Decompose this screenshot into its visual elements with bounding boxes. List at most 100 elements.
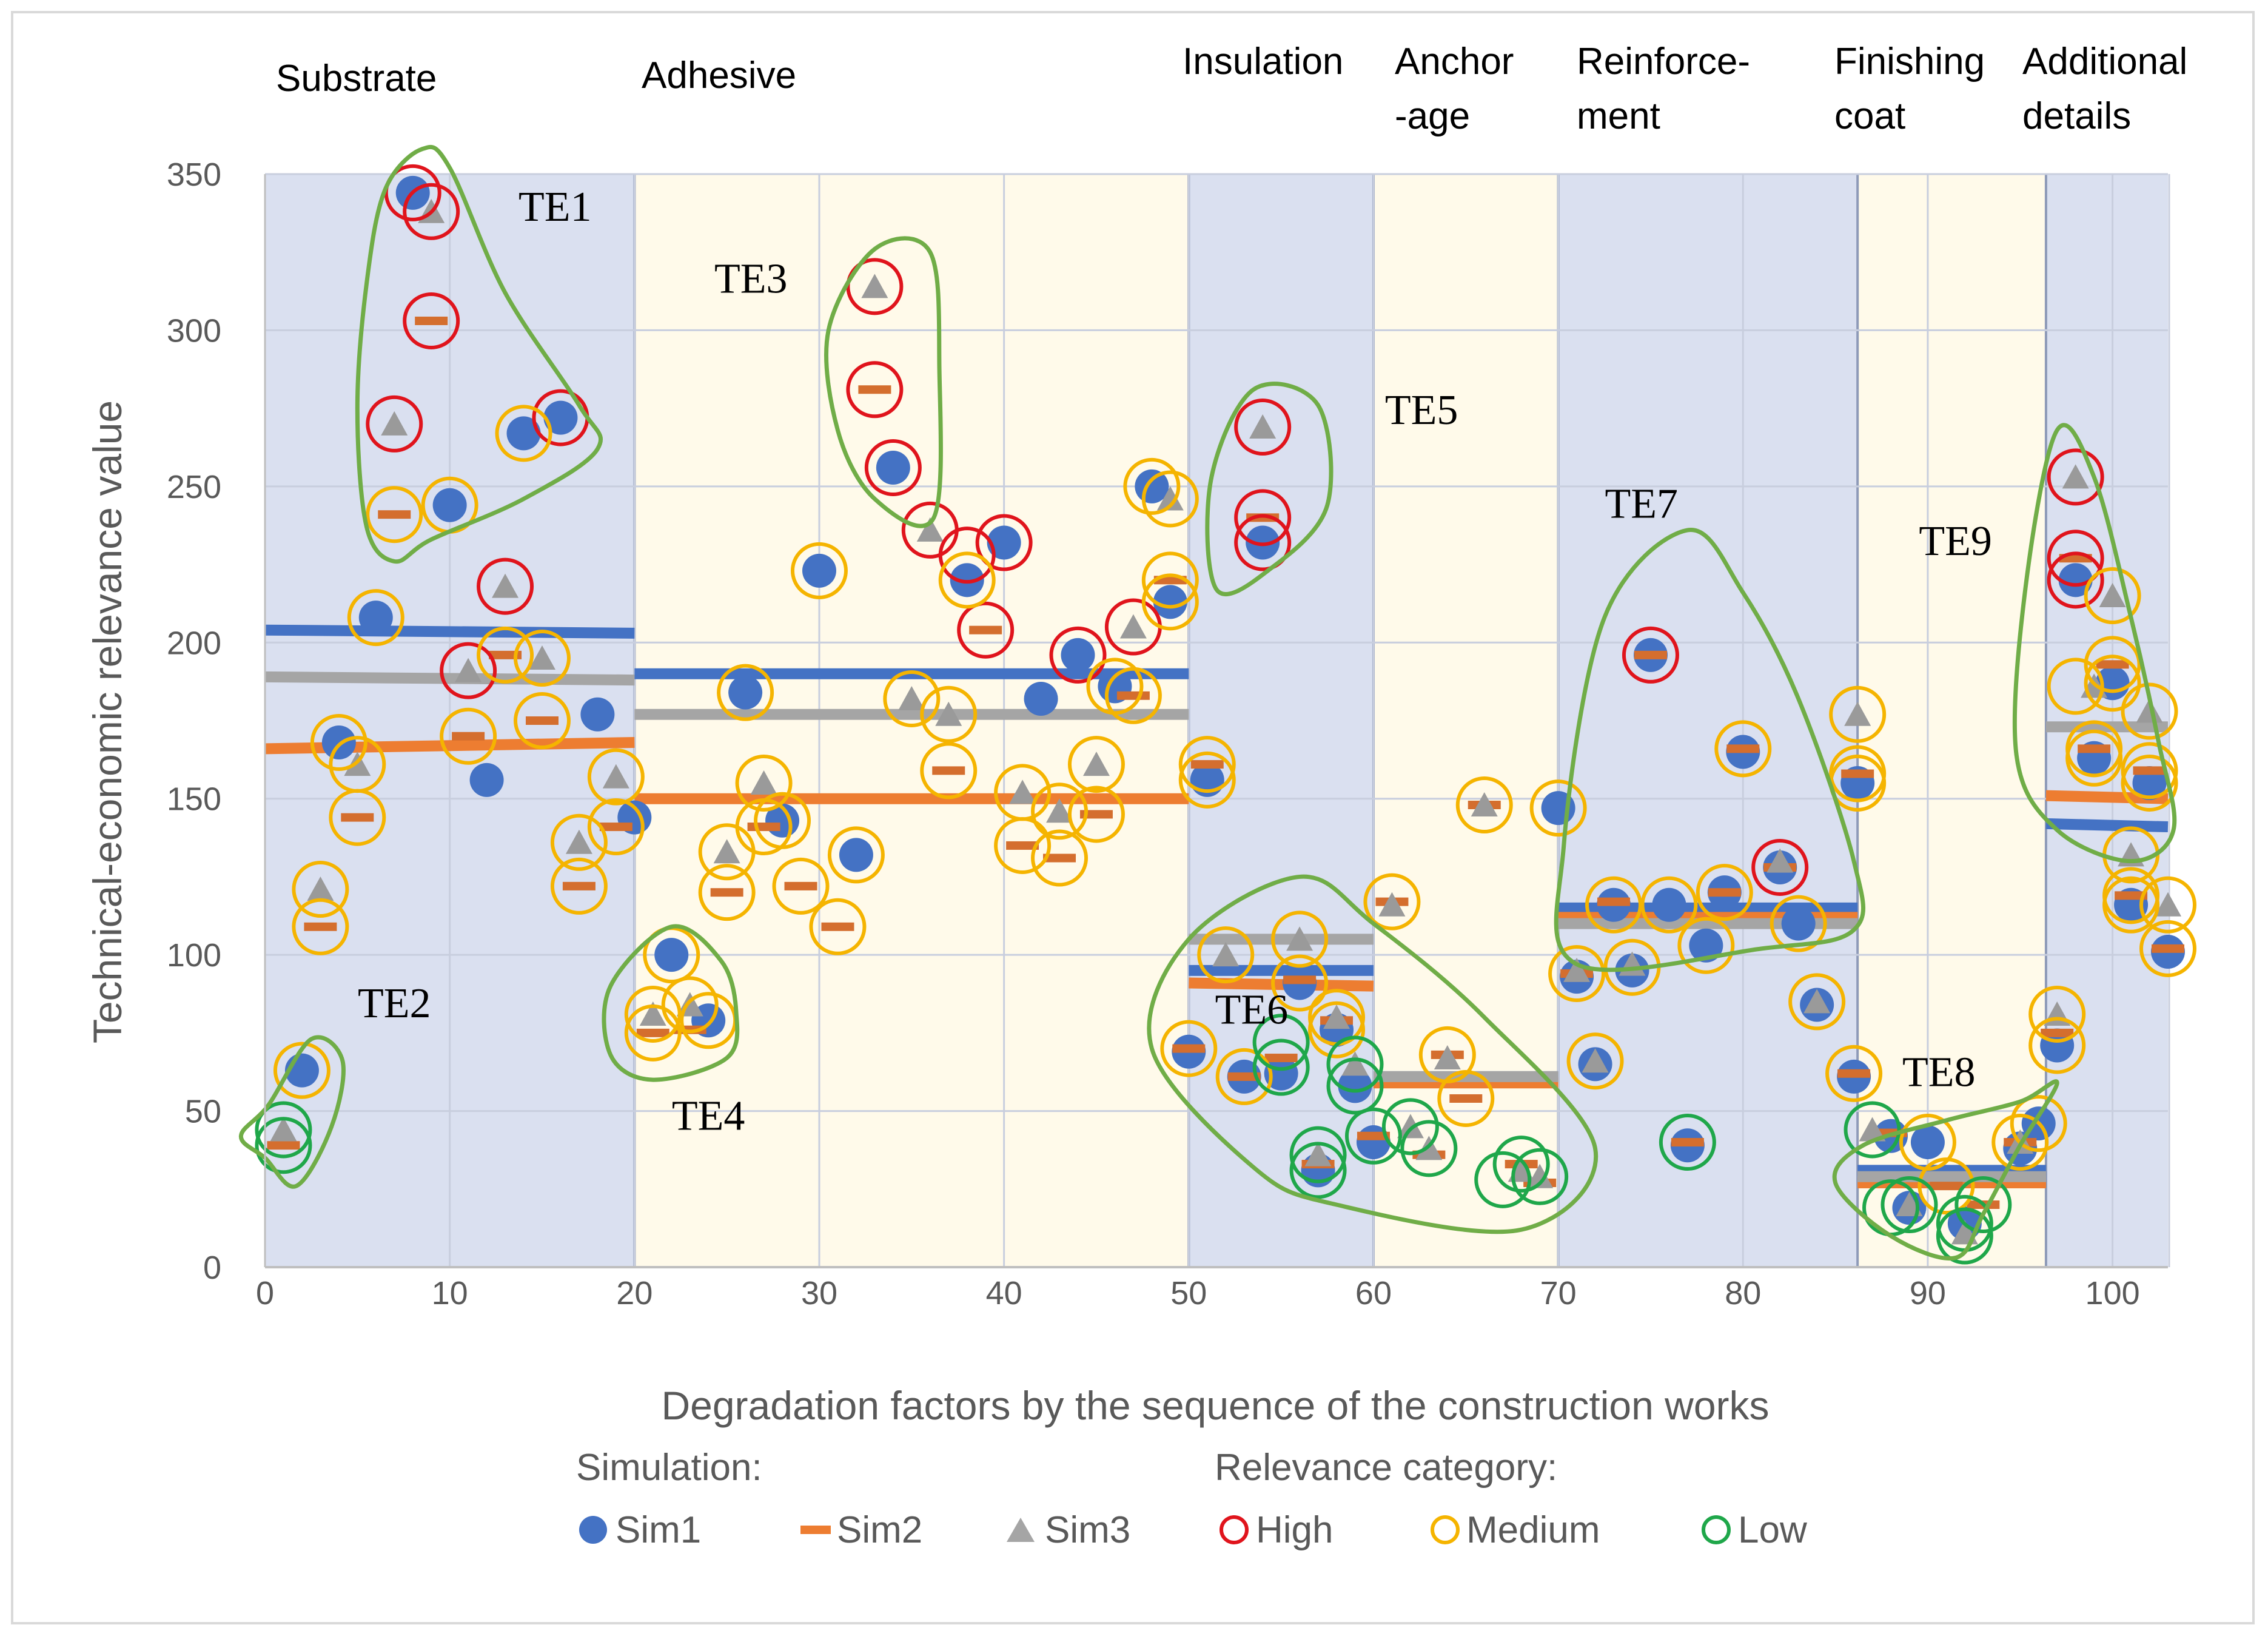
group-outline-te7	[1554, 528, 1866, 972]
point-sim2	[1726, 744, 1760, 753]
point-sim2	[1227, 1072, 1261, 1081]
legend-high-marker	[1220, 1515, 1249, 1544]
group-outline-te4	[602, 924, 740, 1082]
group-label-te4: TE4	[672, 1092, 745, 1139]
ring-medium	[1566, 1032, 1624, 1090]
ring-medium	[587, 748, 645, 806]
ring-medium	[809, 898, 867, 955]
ring-medium	[587, 798, 645, 856]
ring-medium	[1829, 685, 1887, 743]
ring-high	[938, 527, 996, 584]
section-label-finishing-line2: coat	[1834, 95, 1905, 137]
point-sim1	[728, 675, 763, 710]
ring-high	[846, 361, 904, 419]
ring-low	[1511, 1148, 1569, 1205]
ring-medium	[329, 789, 386, 846]
legend-low-marker	[1702, 1515, 1731, 1544]
mean-line-sim2	[264, 737, 635, 755]
section-label-substrate: Substrate	[276, 58, 437, 99]
ring-medium	[772, 857, 830, 915]
legend-low-label: Low	[1738, 1509, 1807, 1551]
point-sim1	[543, 400, 578, 435]
point-sim2	[1597, 897, 1631, 906]
ring-medium	[661, 976, 719, 1034]
chart-frame	[11, 11, 2255, 1624]
ring-medium	[1825, 1045, 1883, 1102]
section-label-insulation: Insulation	[1183, 41, 1343, 82]
ring-high	[957, 601, 1015, 659]
ring-medium	[920, 742, 978, 799]
point-sim1	[876, 450, 910, 485]
ring-low	[255, 1101, 312, 1159]
ring-medium	[2139, 876, 2196, 934]
point-sim3	[1341, 1051, 1369, 1076]
ring-medium	[1714, 720, 1772, 778]
point-sim3	[1323, 1005, 1350, 1029]
ring-medium	[1160, 1020, 1218, 1077]
ring-high	[403, 183, 460, 240]
point-sim3	[2136, 698, 2163, 723]
y-tick-label: 350	[167, 156, 221, 193]
ring-low	[1954, 1176, 2012, 1234]
point-sim1	[1153, 585, 1187, 619]
point-sim2	[525, 716, 559, 725]
ring-low	[1492, 1136, 1550, 1193]
legend-sim3-label: Sim3	[1045, 1509, 1130, 1551]
mean-line-sim2	[1189, 977, 1374, 992]
ring-medium	[698, 864, 756, 921]
ring-medium	[1455, 776, 1513, 834]
section-label-reinforcement-line2: ment	[1577, 95, 1660, 137]
ring-high	[366, 395, 423, 453]
point-sim1	[1061, 638, 1095, 672]
point-sim3	[381, 411, 408, 436]
legend-sim2-label: Sim2	[837, 1509, 922, 1551]
ring-low	[1326, 1057, 1384, 1115]
ring-medium	[1917, 1157, 1975, 1215]
mean-line-sim1	[2045, 818, 2169, 833]
ring-medium	[2139, 920, 2196, 977]
group-label-te1: TE1	[518, 184, 592, 231]
point-sim3	[1803, 989, 1831, 1014]
legend-sim1-label: Sim1	[616, 1509, 701, 1551]
point-sim3	[1286, 926, 1313, 951]
ring-medium	[1640, 876, 1698, 934]
section-label-finishing-line1: Finishing	[1834, 41, 1985, 82]
ring-medium	[550, 813, 608, 871]
point-sim1	[506, 416, 541, 451]
point-sim2	[1449, 1094, 1483, 1103]
point-sim2	[969, 625, 1002, 634]
ring-medium	[2102, 876, 2160, 934]
point-sim3	[713, 839, 740, 864]
ring-medium	[366, 486, 423, 544]
point-sim2	[599, 823, 632, 832]
mean-line-sim3	[264, 671, 635, 686]
point-sim1	[839, 838, 873, 872]
ring-medium	[1548, 945, 1606, 1003]
point-sim3	[528, 645, 555, 670]
point-sim1	[469, 762, 504, 797]
x-tick-label: 50	[1170, 1275, 1207, 1311]
ring-medium	[735, 754, 793, 812]
point-sim1	[2058, 563, 2093, 597]
point-sim3	[1397, 1114, 1424, 1139]
point-sim2	[1043, 853, 1076, 863]
ring-high	[1234, 489, 1292, 547]
group-label-te7: TE7	[1605, 480, 1678, 527]
point-sim2	[2096, 660, 2129, 669]
ring-medium	[2084, 636, 2141, 693]
point-sim3	[492, 573, 519, 598]
x-tick-label: 60	[1355, 1275, 1392, 1311]
group-label-te5: TE5	[1385, 387, 1458, 434]
point-sim1	[1264, 1056, 1298, 1091]
point-sim2	[452, 732, 485, 741]
ring-medium	[1141, 470, 1199, 528]
point-sim3	[1434, 1045, 1461, 1070]
point-sim3	[1119, 614, 1147, 639]
ring-high	[2047, 448, 2104, 506]
ring-medium	[624, 985, 682, 1043]
point-sim2	[2152, 944, 2184, 953]
ring-medium	[827, 826, 885, 884]
section-band-3	[1189, 174, 1374, 1267]
x-tick-label: 30	[801, 1275, 837, 1311]
ring-high	[864, 439, 922, 496]
